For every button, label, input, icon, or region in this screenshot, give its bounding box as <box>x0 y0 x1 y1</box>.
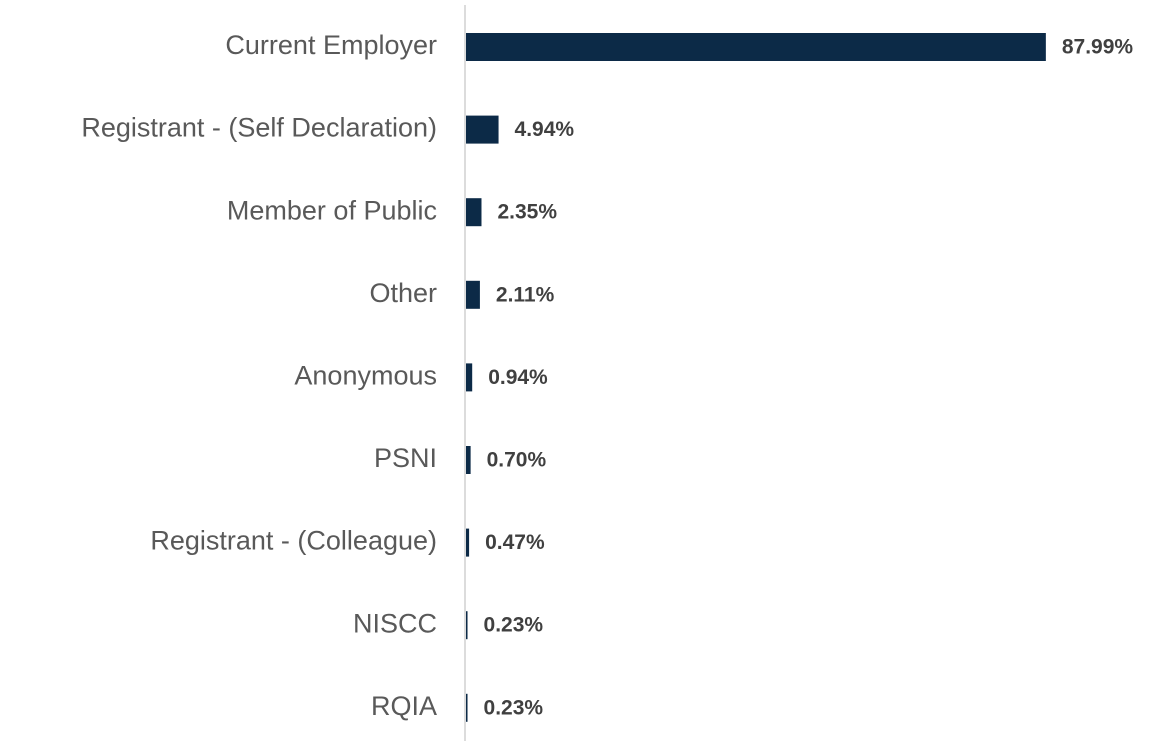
bar <box>466 611 468 640</box>
category-label: PSNI <box>374 443 437 473</box>
bar <box>466 446 471 474</box>
value-label: 0.23% <box>484 614 544 637</box>
value-label: 0.23% <box>484 696 544 719</box>
bar <box>466 528 470 557</box>
value-label: 87.99% <box>1062 36 1134 59</box>
category-label: Registrant - (Self Declaration) <box>81 113 437 143</box>
category-label: Registrant - (Colleague) <box>150 526 437 556</box>
value-label: 0.47% <box>485 531 545 554</box>
category-label: NISCC <box>353 608 437 638</box>
category-label: Anonymous <box>294 361 437 391</box>
value-label: 2.35% <box>497 201 557 224</box>
category-label: RQIA <box>371 691 437 721</box>
bar <box>466 280 480 309</box>
bar <box>466 363 473 392</box>
bar <box>466 115 499 144</box>
value-label: 4.94% <box>515 118 575 141</box>
bar <box>466 33 1046 61</box>
category-label: Current Employer <box>225 30 437 60</box>
value-label: 2.11% <box>496 283 555 306</box>
bar <box>466 198 482 227</box>
value-label: 0.94% <box>488 366 548 389</box>
bar <box>466 693 468 722</box>
category-label: Other <box>369 278 437 308</box>
category-label: Member of Public <box>227 195 437 225</box>
value-label: 0.70% <box>487 449 547 472</box>
